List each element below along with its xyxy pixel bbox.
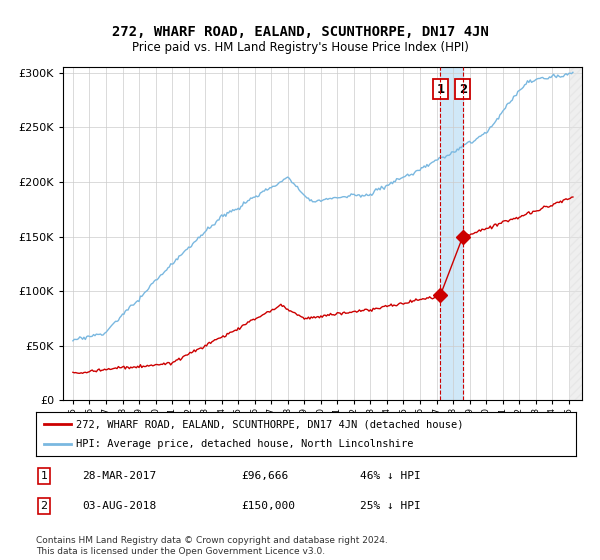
Bar — [440, 67, 463, 400]
Text: 272, WHARF ROAD, EALAND, SCUNTHORPE, DN17 4JN: 272, WHARF ROAD, EALAND, SCUNTHORPE, DN1… — [112, 26, 488, 39]
Text: 2: 2 — [41, 501, 47, 511]
Text: 272, WHARF ROAD, EALAND, SCUNTHORPE, DN17 4JN (detached house): 272, WHARF ROAD, EALAND, SCUNTHORPE, DN1… — [77, 419, 464, 429]
Text: 03-AUG-2018: 03-AUG-2018 — [82, 501, 156, 511]
Bar — [569, 67, 582, 400]
Text: 25% ↓ HPI: 25% ↓ HPI — [360, 501, 421, 511]
Text: Contains HM Land Registry data © Crown copyright and database right 2024.
This d: Contains HM Land Registry data © Crown c… — [36, 536, 388, 556]
Text: 1: 1 — [41, 471, 47, 481]
Text: 46% ↓ HPI: 46% ↓ HPI — [360, 471, 421, 481]
Text: HPI: Average price, detached house, North Lincolnshire: HPI: Average price, detached house, Nort… — [77, 439, 414, 449]
Text: £150,000: £150,000 — [241, 501, 295, 511]
Text: £96,666: £96,666 — [241, 471, 289, 481]
Text: 2: 2 — [459, 82, 467, 96]
Text: Price paid vs. HM Land Registry's House Price Index (HPI): Price paid vs. HM Land Registry's House … — [131, 40, 469, 54]
Text: 1: 1 — [436, 82, 445, 96]
Text: 28-MAR-2017: 28-MAR-2017 — [82, 471, 156, 481]
